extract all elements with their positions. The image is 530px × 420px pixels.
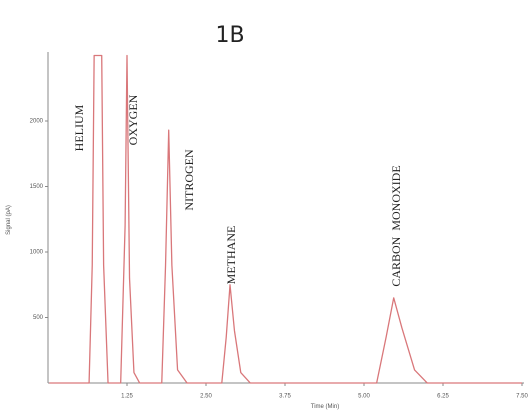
- y-axis-label: Signal (pA): [6, 205, 12, 235]
- x-tick-label: 1.25: [121, 394, 133, 400]
- x-tick-label: 3.75: [279, 394, 291, 400]
- peak-label: CARBON MONOXIDE: [389, 165, 403, 286]
- y-tick-label: 1500: [30, 184, 44, 190]
- x-tick-label: 5.00: [358, 394, 370, 400]
- peak-label: NITROGEN: [182, 149, 196, 211]
- signal-line: [49, 54, 522, 384]
- x-tick-label: 7.50: [516, 394, 528, 400]
- peak-label: OXYGEN: [126, 94, 140, 145]
- y-tick-label: 1000: [30, 250, 44, 256]
- peak-label: METHANE: [224, 226, 238, 285]
- x-tick-label: 2.50: [200, 394, 212, 400]
- peak-label: HELIUM: [72, 104, 86, 151]
- y-tick-label: 2000: [30, 119, 44, 125]
- x-axis-label: Time (Min): [311, 404, 339, 410]
- x-tick-label: 6.25: [437, 394, 449, 400]
- y-tick-label: 500: [33, 315, 44, 321]
- chart-title: 1B: [215, 23, 244, 48]
